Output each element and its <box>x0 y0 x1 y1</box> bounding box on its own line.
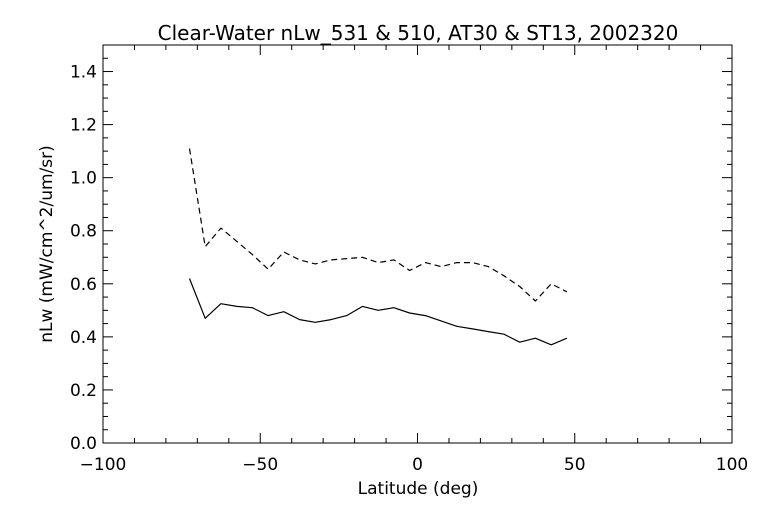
series-2-point <box>236 241 238 243</box>
series-2-point <box>550 283 552 285</box>
series-1-point <box>346 315 348 317</box>
y-tick-label: 1.4 <box>70 63 97 83</box>
y-axis: 0.0 0.2 0.4 0.6 0.8 1.0 1.2 1.4 <box>70 44 732 454</box>
x-tick-label: 50 <box>564 455 586 475</box>
y-tick-label: 1.0 <box>70 169 97 189</box>
series-1-point <box>267 315 269 317</box>
x-tick-label: −100 <box>80 455 127 475</box>
series-2-point <box>472 262 474 264</box>
series-2-point <box>440 266 442 268</box>
series-2-point <box>204 246 206 248</box>
series-1-point <box>472 328 474 330</box>
series-1-point <box>283 311 285 313</box>
y-axis-label: nLw (mW/cm^2/um/sr) <box>37 145 57 343</box>
series-2-point <box>425 262 427 264</box>
series-1-point <box>393 307 395 309</box>
series-1-point <box>189 278 191 280</box>
series-2-point <box>503 275 505 277</box>
series-1-point <box>487 331 489 333</box>
series-2-point <box>377 262 379 264</box>
series-2-point <box>393 259 395 261</box>
y-tick-label: 0.6 <box>70 275 97 295</box>
series-1-solid-line <box>188 278 568 346</box>
series-1-point <box>566 337 568 339</box>
x-axis: −100 −50 0 50 100 <box>80 45 748 475</box>
series-1-point <box>299 319 301 321</box>
series-2-point <box>456 262 458 264</box>
y-tick-label: 0.8 <box>70 222 97 242</box>
y-tick-label: 0.0 <box>70 434 97 454</box>
series-1-point <box>252 307 254 309</box>
series-2-point <box>220 227 222 229</box>
series-2-point <box>252 254 254 256</box>
series-2-point <box>346 258 348 260</box>
series-2-point <box>189 148 191 150</box>
series-1-point <box>456 325 458 327</box>
y-tick-label: 0.2 <box>70 381 97 401</box>
series-2-point <box>283 251 285 253</box>
series-1-point <box>440 320 442 322</box>
series-2-point <box>487 266 489 268</box>
series-1-point <box>330 319 332 321</box>
series-1-point <box>409 312 411 314</box>
series-1-point <box>550 344 552 346</box>
series-2-point <box>299 259 301 261</box>
series-2-point <box>330 259 332 261</box>
chart-title: Clear-Water nLw_531 & 510, AT30 & ST13, … <box>158 21 679 45</box>
series-2-point <box>267 268 269 270</box>
x-tick-label: 0 <box>412 455 423 475</box>
series-1-point <box>535 337 537 339</box>
series-1-point <box>519 341 521 343</box>
series-1-point <box>425 315 427 317</box>
x-tick-label: −50 <box>242 455 278 475</box>
y-tick-label: 0.4 <box>70 328 97 348</box>
x-tick-label: 100 <box>716 455 748 475</box>
y-tick-label: 1.2 <box>70 116 97 136</box>
series-2-point <box>519 286 521 288</box>
series-2-point <box>409 270 411 272</box>
series-1-point <box>236 306 238 308</box>
series-2-point <box>566 291 568 293</box>
series-1-point <box>314 321 316 323</box>
series-2-point <box>362 256 364 258</box>
series-1-point <box>362 306 364 308</box>
series-2-point <box>535 300 537 302</box>
series-2-dashed-line <box>188 148 568 302</box>
series-2-point <box>314 263 316 265</box>
series-1-point <box>377 310 379 312</box>
x-axis-label: Latitude (deg) <box>358 479 479 499</box>
series-1-point <box>220 303 222 305</box>
series-1-point <box>204 317 206 319</box>
series-1-point <box>503 333 505 335</box>
series-layer <box>188 148 568 346</box>
